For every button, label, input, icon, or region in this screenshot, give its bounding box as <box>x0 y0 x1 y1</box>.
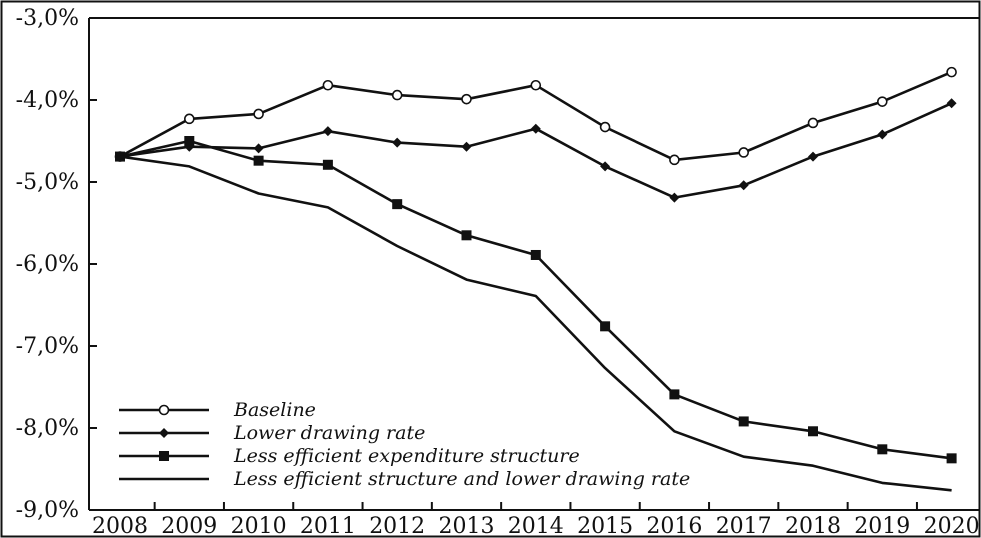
x-tick-label: 2018 <box>785 514 841 538</box>
data-point <box>253 143 264 154</box>
x-tick-label: 2012 <box>369 514 425 538</box>
x-tick-label: 2020 <box>924 514 980 538</box>
legend-marker <box>158 404 170 416</box>
legend-label: Baseline <box>233 399 316 421</box>
legend-label: Less efficient expenditure structure <box>233 445 580 467</box>
data-point <box>184 113 195 125</box>
data-point <box>946 453 957 464</box>
data-point <box>253 155 264 166</box>
data-point <box>392 137 403 148</box>
data-point <box>946 66 957 78</box>
data-point <box>253 108 264 120</box>
data-point <box>530 79 542 91</box>
data-point <box>807 117 819 129</box>
data-point <box>322 126 333 137</box>
x-tick-label: 2008 <box>92 514 148 538</box>
y-tick-label: -7,0% <box>16 334 79 359</box>
x-tick-label: 2014 <box>508 514 564 538</box>
data-point <box>461 141 472 152</box>
x-tick-label: 2013 <box>439 514 495 538</box>
y-tick-label: -9,0% <box>16 498 79 523</box>
data-point <box>738 180 749 191</box>
data-point <box>530 249 541 260</box>
y-tick-label: -4,0% <box>16 88 79 113</box>
x-tick-label: 2019 <box>854 514 910 538</box>
data-point <box>738 147 750 158</box>
data-point <box>877 129 888 140</box>
data-point <box>669 154 680 166</box>
data-point <box>322 79 334 91</box>
data-point <box>877 444 888 455</box>
data-point <box>808 151 818 162</box>
data-point <box>115 151 125 162</box>
data-point <box>600 321 611 332</box>
legend-label: Lower drawing rate <box>233 422 425 444</box>
data-point <box>392 199 403 210</box>
data-point <box>738 416 749 427</box>
x-tick-label: 2010 <box>231 514 287 538</box>
data-point <box>599 121 611 133</box>
data-point <box>669 192 680 203</box>
data-point <box>461 230 472 241</box>
x-tick-label: 2011 <box>300 514 356 538</box>
legend-label: Less efficient structure and lower drawi… <box>233 468 690 490</box>
data-point <box>391 89 403 101</box>
data-point <box>184 136 195 146</box>
data-point <box>600 161 611 172</box>
data-point <box>808 426 818 437</box>
y-tick-label: -5,0% <box>16 170 79 195</box>
series-line <box>119 155 952 492</box>
series-group <box>115 136 957 464</box>
series-group <box>119 155 952 492</box>
x-tick-label: 2016 <box>646 514 702 538</box>
x-tick-label: 2015 <box>577 514 633 538</box>
y-tick-label: -6,0% <box>16 252 79 277</box>
legend-marker <box>159 451 169 461</box>
y-tick-label: -3,0% <box>16 6 79 31</box>
series-group <box>115 98 957 203</box>
data-point <box>876 96 888 107</box>
data-point <box>322 159 333 170</box>
y-tick-label: -8,0% <box>16 416 79 441</box>
data-point <box>530 123 541 134</box>
data-point <box>669 389 680 400</box>
legend-marker <box>159 428 169 438</box>
x-tick-label: 2009 <box>161 514 217 538</box>
data-point <box>946 98 957 109</box>
x-tick-label: 2017 <box>716 514 772 538</box>
data-point <box>461 93 472 105</box>
